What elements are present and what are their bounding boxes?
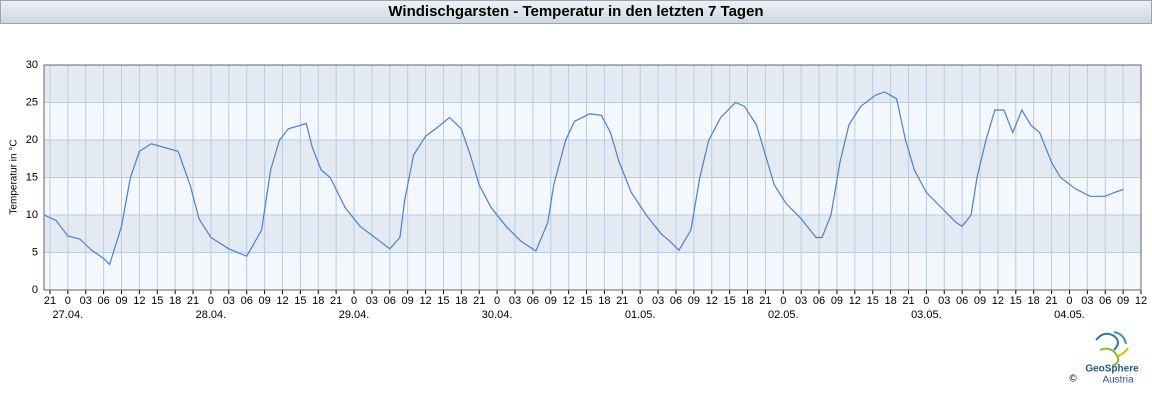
x-tick-label: 09 [545, 295, 557, 307]
x-tick-label: 21 [1045, 295, 1057, 307]
x-tick-label: 03 [509, 295, 521, 307]
grid-band [44, 65, 1141, 103]
date-label: 28.04. [196, 309, 227, 321]
x-tick-label: 03 [795, 295, 807, 307]
x-tick-label: 21 [759, 295, 771, 307]
x-tick-label: 03 [938, 295, 950, 307]
x-tick-label: 21 [187, 295, 199, 307]
x-tick-label: 12 [706, 295, 718, 307]
copyright: © [1069, 374, 1077, 385]
x-tick-label: 0 [1066, 295, 1072, 307]
chart-title: Windischgarsten - Temperatur in den letz… [0, 0, 1152, 24]
y-tick-label: 20 [26, 134, 38, 146]
x-tick-label: 0 [65, 295, 71, 307]
x-tick-label: 12 [992, 295, 1004, 307]
y-axis-label: Temperatur in °C [9, 139, 20, 214]
logo-mark [1095, 331, 1129, 367]
date-label: 01.05. [625, 309, 656, 321]
x-tick-label: 06 [670, 295, 682, 307]
y-tick-label: 25 [26, 96, 38, 108]
x-tick-label: 03 [652, 295, 664, 307]
date-label: 29.04. [339, 309, 370, 321]
x-tick-label: 15 [724, 295, 736, 307]
date-label: 03.05. [911, 309, 942, 321]
y-tick-label: 30 [26, 59, 38, 71]
x-tick-label: 06 [1099, 295, 1111, 307]
date-label: 27.04. [53, 309, 84, 321]
x-tick-label: 15 [580, 295, 592, 307]
x-tick-label: 15 [867, 295, 879, 307]
x-tick-label: 03 [80, 295, 92, 307]
x-tick-label: 09 [402, 295, 414, 307]
x-tick-label: 21 [44, 295, 56, 307]
grid-band [44, 177, 1141, 215]
x-tick-label: 09 [258, 295, 270, 307]
x-tick-label: 06 [527, 295, 539, 307]
x-tick-label: 0 [351, 295, 357, 307]
x-tick-label: 15 [437, 295, 449, 307]
grid-band [44, 140, 1141, 178]
x-tick-label: 06 [97, 295, 109, 307]
y-tick-label: 15 [26, 171, 38, 183]
x-tick-label: 15 [151, 295, 163, 307]
x-tick-label: 06 [813, 295, 825, 307]
grid-band [44, 102, 1141, 140]
y-tick-label: 0 [32, 284, 38, 296]
x-tick-label: 21 [902, 295, 914, 307]
y-tick-label: 5 [32, 246, 38, 258]
x-tick-label: 0 [208, 295, 214, 307]
x-tick-label: 15 [294, 295, 306, 307]
x-tick-label: 12 [563, 295, 575, 307]
x-tick-label: 21 [473, 295, 485, 307]
x-tick-label: 15 [1010, 295, 1022, 307]
x-tick-label: 06 [384, 295, 396, 307]
x-tick-label: 12 [419, 295, 431, 307]
date-label: 04.05. [1054, 309, 1085, 321]
logo-name: GeoSphere [1085, 364, 1139, 375]
x-tick-label: 12 [849, 295, 861, 307]
x-tick-label: 21 [616, 295, 628, 307]
date-label: 02.05. [768, 309, 799, 321]
x-tick-label: 03 [366, 295, 378, 307]
x-tick-label: 09 [115, 295, 127, 307]
x-tick-label: 03 [223, 295, 235, 307]
x-tick-label: 09 [688, 295, 700, 307]
plot [44, 64, 1142, 291]
x-tick-label: 0 [923, 295, 929, 307]
plot-border [43, 64, 1142, 291]
x-tick-label: 18 [169, 295, 181, 307]
y-tick-label: 10 [26, 209, 38, 221]
x-tick-label: 18 [598, 295, 610, 307]
x-tick-label: 18 [455, 295, 467, 307]
grid-band [44, 252, 1141, 290]
temperature-line [43, 91, 1124, 266]
x-tick-label: 09 [1117, 295, 1129, 307]
x-tick-label: 06 [241, 295, 253, 307]
x-tick-label: 21 [330, 295, 342, 307]
x-tick-label: 18 [312, 295, 324, 307]
x-tick-label: 09 [974, 295, 986, 307]
x-tick-label: 0 [494, 295, 500, 307]
x-tick-label: 12 [1135, 295, 1147, 307]
grid-band [44, 215, 1141, 253]
date-label: 30.04. [482, 309, 513, 321]
x-tick-label: 0 [780, 295, 786, 307]
x-tick-label: 0 [637, 295, 643, 307]
x-tick-label: 06 [956, 295, 968, 307]
x-tick-label: 18 [1028, 295, 1040, 307]
logo-country: Austria [1102, 375, 1134, 386]
x-tick-label: 09 [831, 295, 843, 307]
x-tick-label: 12 [276, 295, 288, 307]
x-tick-label: 18 [884, 295, 896, 307]
x-tick-label: 03 [1081, 295, 1093, 307]
x-tick-label: 12 [133, 295, 145, 307]
x-tick-label: 18 [741, 295, 753, 307]
